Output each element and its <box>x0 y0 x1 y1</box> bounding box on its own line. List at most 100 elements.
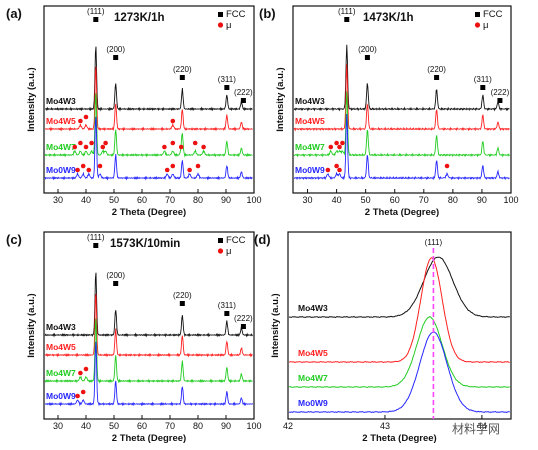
x-tick-label: 70 <box>419 195 429 205</box>
mu-peak-marker <box>328 144 334 150</box>
legend-mu-label: μ <box>226 20 231 31</box>
x-tick-label: 40 <box>332 195 342 205</box>
fcc-peak-label: (222) <box>234 88 253 97</box>
mu-peak-marker <box>86 167 92 173</box>
x-tick-label: 42 <box>283 421 293 431</box>
fcc-peak-label: (311) <box>218 301 236 310</box>
mu-peak-marker <box>337 144 342 150</box>
mu-peak-marker <box>340 140 345 146</box>
series-line-mo0w9 <box>288 331 510 413</box>
x-axis-label: 2 Theta (Degree) <box>112 433 186 444</box>
series-label-mo4w5: Mo4W5 <box>295 116 325 126</box>
fcc-peak-marker <box>497 98 503 103</box>
mu-peak-marker <box>72 144 78 150</box>
mu-peak-marker <box>80 389 86 395</box>
mu-peak-marker <box>162 144 167 150</box>
series-line-mo4w7 <box>288 316 510 389</box>
x-tick-label: 90 <box>477 195 487 205</box>
mu-peak-marker <box>78 140 83 146</box>
series-line-mo0w9 <box>44 116 253 181</box>
mu-peak-marker <box>187 167 192 173</box>
x-tick-label: 60 <box>390 195 400 205</box>
x-tick-label: 90 <box>221 421 231 431</box>
series-label-mo4w3: Mo4W3 <box>295 96 325 106</box>
legend-fcc-marker <box>218 238 223 243</box>
series-line-mo4w5 <box>293 64 510 132</box>
x-tick-label: 30 <box>303 195 313 205</box>
x-tick-label: 70 <box>165 421 175 431</box>
series-label-mo0w9: Mo0W9 <box>295 165 325 175</box>
mu-peak-marker <box>337 167 342 173</box>
series-label-mo0w9: Mo0W9 <box>46 165 76 175</box>
x-tick-label: 50 <box>361 195 371 205</box>
fcc-peak-marker <box>113 281 119 286</box>
mu-peak-marker <box>170 118 176 124</box>
mu-peak-marker <box>334 140 339 146</box>
mu-peak-marker <box>83 366 89 372</box>
fcc-peak-label: (220) <box>173 65 192 74</box>
x-tick-label: 40 <box>81 421 91 431</box>
panel-title: (111) <box>425 238 443 247</box>
x-axis-label: 2 Theta (Degree) <box>365 207 439 218</box>
series-label-mo4w7: Mo4W7 <box>298 373 328 383</box>
x-tick-label: 44 <box>477 421 487 431</box>
mu-peak-marker <box>83 114 89 120</box>
plot-frame <box>43 231 255 420</box>
panel-label: (d) <box>254 232 271 247</box>
x-tick-label: 30 <box>53 421 63 431</box>
y-axis-label: Intensity (a.u.) <box>26 293 37 357</box>
x-tick-label: 80 <box>193 421 203 431</box>
fcc-peak-label: (311) <box>474 75 492 84</box>
fcc-peak-label: (220) <box>427 65 446 74</box>
mu-peak-marker <box>100 144 106 150</box>
series-label-mo4w5: Mo4W5 <box>46 342 76 352</box>
mu-peak-marker <box>80 163 86 169</box>
mu-peak-marker <box>201 144 206 150</box>
x-tick-label: 80 <box>448 195 458 205</box>
y-axis-label: Intensity (a.u.) <box>26 67 37 131</box>
panel-d: 42 43 44 2 Theta (Degree) Intensity (a.u.) (d… <box>254 231 512 444</box>
series-label-mo4w7: Mo4W7 <box>46 368 76 378</box>
x-tick-label: 50 <box>109 195 119 205</box>
fcc-peak-label: (200) <box>106 45 125 54</box>
legend-mu-marker <box>474 22 481 28</box>
fcc-peak-label: (222) <box>234 314 253 323</box>
fcc-peak-marker <box>364 55 370 60</box>
mu-peak-marker <box>195 163 201 169</box>
series-label-mo4w3: Mo4W3 <box>298 303 328 313</box>
x-tick-label: 80 <box>193 195 203 205</box>
mu-peak-marker <box>103 140 108 146</box>
series-line-mo4w3 <box>288 256 510 319</box>
y-axis-label: Intensity (a.u.) <box>275 67 286 131</box>
fcc-peak-marker <box>240 324 246 329</box>
panel-title: 1473K/1h <box>363 12 414 24</box>
mu-peak-marker <box>164 167 170 173</box>
watermark-text: 材料学网 <box>452 422 501 436</box>
fcc-peak-marker <box>113 55 119 60</box>
mu-peak-marker <box>83 144 89 150</box>
plot-frame <box>292 5 512 194</box>
panel-c: 30 40 50 60 70 80 90 100 2 Theta (Degree) Intensi… <box>6 231 262 444</box>
panel-a: 30 40 50 60 70 80 90 100 2 Theta (Degree) Intensi… <box>6 5 262 218</box>
mu-peak-marker <box>444 163 450 169</box>
legend-fcc-label: FCC <box>226 235 246 246</box>
x-tick-label: 43 <box>380 421 390 431</box>
series-label-mo4w5: Mo4W5 <box>46 116 76 126</box>
x-tick-label: 70 <box>165 195 175 205</box>
fcc-peak-marker <box>480 85 486 90</box>
panel-label: (c) <box>6 232 22 247</box>
mu-peak-marker <box>97 163 103 169</box>
series-line-mo4w3 <box>293 44 510 112</box>
fcc-peak-label: (200) <box>358 45 377 54</box>
fcc-peak-marker <box>179 301 185 306</box>
series-line-mo0w9 <box>293 113 510 181</box>
series-line-mo4w5 <box>289 257 510 364</box>
mu-peak-marker <box>170 140 176 146</box>
series-line-mo4w3 <box>45 46 253 112</box>
mu-peak-marker <box>170 163 176 169</box>
fcc-peak-label: (220) <box>173 291 192 300</box>
fcc-peak-label: (111) <box>338 7 356 16</box>
mu-peak-marker <box>178 144 184 150</box>
fcc-peak-marker <box>93 243 99 248</box>
